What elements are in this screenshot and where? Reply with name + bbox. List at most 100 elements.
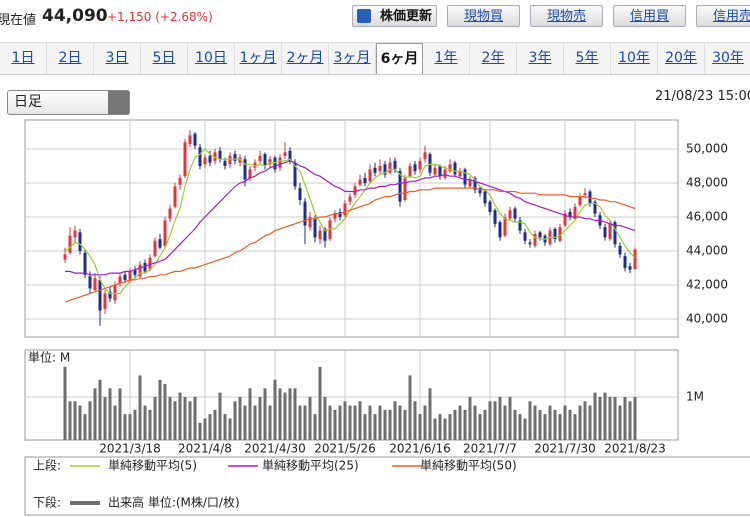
volume-bar: [523, 418, 527, 440]
volume-bar: [348, 405, 352, 440]
period-tab[interactable]: 2ヶ月: [282, 43, 329, 74]
volume-bar: [508, 396, 512, 440]
legend-entry: 単純移動平均(25): [262, 459, 359, 473]
candle-body: [63, 254, 67, 260]
volume-bar: [498, 396, 502, 440]
candle-body: [588, 191, 592, 204]
volume-bar: [368, 405, 372, 440]
action-button[interactable]: 現物買: [447, 5, 520, 27]
volume-bar: [263, 388, 267, 440]
volume-bar: [193, 396, 197, 440]
volume-bar: [458, 405, 462, 440]
candle-body: [583, 193, 587, 195]
period-tab[interactable]: 10年: [611, 43, 658, 74]
volume-unit: 単位: M: [28, 350, 70, 365]
candle-body: [528, 242, 532, 245]
volume-bar: [218, 392, 222, 440]
candle-body: [323, 228, 327, 241]
candle-body: [243, 159, 247, 180]
volume-bar: [83, 414, 87, 440]
action-button[interactable]: 株価更新: [352, 5, 437, 27]
candle-body: [393, 160, 397, 170]
volume-bar: [543, 414, 547, 440]
volume-bar: [158, 379, 162, 440]
period-tab[interactable]: 5日: [141, 43, 188, 74]
volume-bar: [133, 409, 137, 440]
candle-body: [468, 179, 472, 187]
candle-body: [283, 152, 287, 156]
candle-body: [193, 133, 197, 146]
candle-body: [163, 220, 167, 246]
candle-body: [153, 240, 157, 257]
candle-body: [533, 233, 537, 246]
volume-bar: [433, 418, 437, 440]
candle-body: [568, 211, 572, 217]
volume-bar: [298, 405, 302, 440]
volume-bar: [613, 396, 617, 440]
interval-select[interactable]: 日足: [7, 90, 130, 115]
period-tab[interactable]: 1ヶ月: [235, 43, 282, 74]
candle-body: [213, 152, 217, 161]
volume-bar: [153, 396, 157, 440]
volume-bar: [318, 366, 322, 440]
y-tick-label: 42,000: [686, 277, 728, 291]
period-tab[interactable]: 20年: [658, 43, 705, 74]
period-tab[interactable]: 1年: [423, 43, 470, 74]
candle-body: [103, 293, 107, 309]
y-tick-label: 50,000: [686, 142, 728, 156]
period-tab[interactable]: 1日: [0, 43, 47, 74]
volume-bar: [73, 401, 77, 440]
candle-body: [288, 150, 292, 161]
candle-body: [173, 186, 177, 207]
volume-bar: [398, 405, 402, 440]
volume-bar: [463, 409, 467, 440]
volume-bar: [493, 401, 497, 440]
volume-bar: [473, 405, 477, 440]
action-button[interactable]: 信用買: [613, 5, 686, 27]
action-button[interactable]: 現物売: [530, 5, 603, 27]
period-tab[interactable]: 30年: [705, 43, 750, 74]
x-tick-label: 2021/5/26: [314, 442, 376, 456]
volume-bar: [283, 392, 287, 440]
volume-bar: [338, 405, 342, 440]
period-tab[interactable]: 3日: [94, 43, 141, 74]
period-tab[interactable]: 3年: [517, 43, 564, 74]
action-button[interactable]: 信用売: [696, 5, 750, 27]
x-tick-label: 2021/7/30: [534, 442, 596, 456]
period-tab[interactable]: 10日: [188, 43, 235, 74]
period-tab[interactable]: 3ヶ月: [329, 43, 376, 74]
x-tick-label: 2021/8/23: [604, 442, 666, 456]
candle-body: [338, 211, 342, 217]
candle-body: [158, 239, 162, 248]
candle-body: [488, 201, 492, 212]
period-tab[interactable]: 6ヶ月: [376, 43, 423, 74]
candle-body: [613, 222, 617, 245]
volume-bar: [528, 401, 532, 440]
volume-bar: [98, 379, 102, 440]
volume-bar: [608, 396, 612, 440]
volume-bar: [483, 409, 487, 440]
candle-body: [523, 232, 527, 241]
period-tab[interactable]: 2日: [47, 43, 94, 74]
volume-bar: [268, 405, 272, 440]
candle-body: [563, 213, 567, 226]
candle-body: [218, 150, 222, 160]
candle-body: [538, 232, 542, 238]
volume-bar: [288, 388, 292, 440]
candle-body: [478, 188, 482, 194]
candle-body: [593, 201, 597, 214]
volume-bar: [488, 401, 492, 440]
period-tab[interactable]: 2年: [470, 43, 517, 74]
volume-bar: [373, 414, 377, 440]
candle-body: [68, 235, 72, 253]
volume-bar: [213, 409, 217, 440]
volume-bar: [273, 379, 277, 440]
timestamp: 21/08/23 15:00: [655, 89, 750, 104]
volume-bar: [328, 405, 332, 440]
price-change: +1,150 (+2.68%): [107, 10, 213, 24]
candle-body: [403, 177, 407, 201]
candle-body: [433, 167, 437, 175]
volume-bar: [233, 401, 237, 440]
candle-body: [343, 203, 347, 216]
period-tab[interactable]: 5年: [564, 43, 611, 74]
